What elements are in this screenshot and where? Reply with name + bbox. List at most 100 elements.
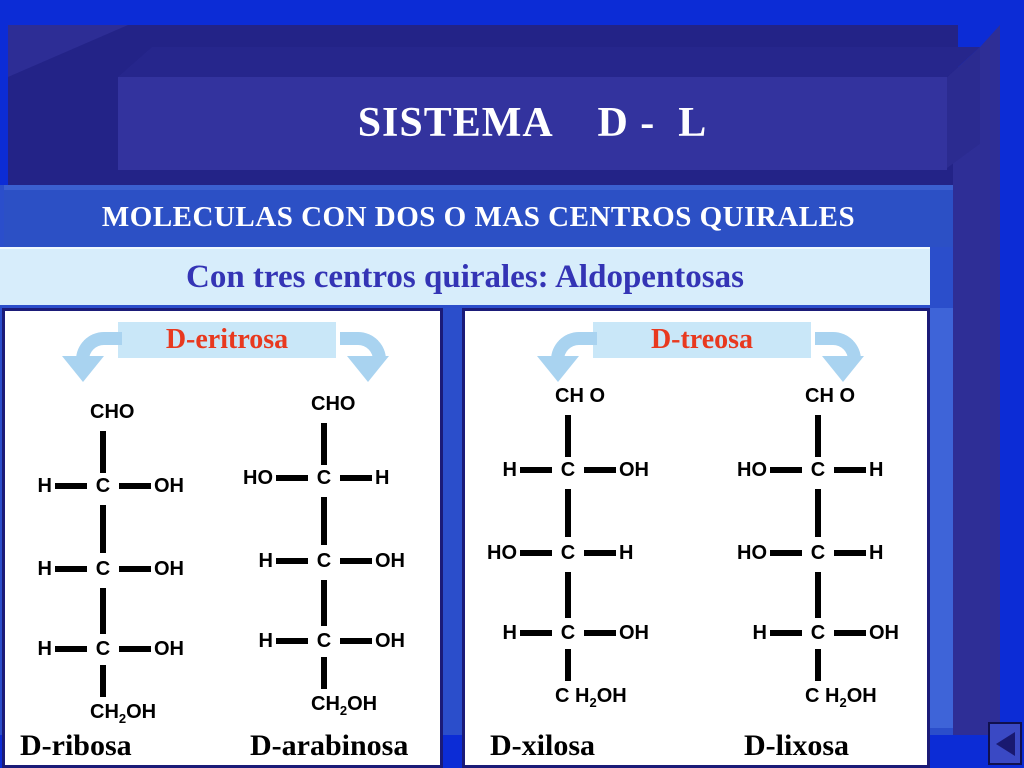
vertical-bond-icon	[565, 572, 571, 618]
formula-part: C H	[805, 685, 840, 707]
right-panel	[462, 308, 930, 768]
vertical-bond-icon	[815, 649, 821, 681]
bottom-group-label: C H2OH	[805, 685, 877, 710]
back-arrow-icon	[995, 731, 1015, 756]
panel-right-bevel	[930, 308, 953, 728]
vertical-bond-icon	[565, 415, 571, 457]
right-substituent-label: OH	[154, 474, 184, 497]
horizontal-bond-icon	[55, 566, 87, 572]
right-substituent-label: OH	[154, 637, 184, 660]
horizontal-bond-icon	[520, 630, 552, 636]
horizontal-bond-icon	[119, 483, 151, 489]
carbon-row: HO C H	[223, 466, 425, 490]
formula-subscript: 2	[118, 711, 127, 726]
carbon-row: HO C H	[717, 458, 919, 482]
left-substituent-label: H	[502, 621, 517, 644]
fischer-structure-d-lixosa: CH O HO C H HO C H H C OH C H2OH	[717, 385, 919, 715]
sugar-name-ribosa: D-ribosa	[20, 729, 132, 762]
horizontal-bond-icon	[520, 467, 552, 473]
vertical-bond-icon	[321, 657, 327, 689]
horizontal-bond-icon	[340, 638, 372, 644]
horizontal-bond-icon	[770, 630, 802, 636]
carbon-label: C	[95, 637, 111, 660]
top-group-label: CH O	[805, 385, 855, 407]
arrowhead-down-icon	[537, 356, 579, 382]
carbon-row: H C OH	[717, 621, 919, 645]
formula-part: OH	[126, 701, 157, 723]
sugar-name-xilosa: D-xilosa	[490, 729, 595, 762]
left-substituent-label: H	[37, 474, 52, 497]
right-substituent-label: OH	[154, 557, 184, 580]
carbon-label: C	[316, 466, 332, 489]
banner-eritrosa: D-eritrosa	[118, 322, 336, 358]
horizontal-bond-icon	[276, 475, 308, 481]
horizontal-bond-icon	[770, 467, 802, 473]
vertical-bond-icon	[565, 649, 571, 681]
back-button[interactable]	[988, 722, 1022, 765]
left-substituent-label: H	[37, 637, 52, 660]
vertical-bond-icon	[815, 572, 821, 618]
formula-part: CH	[90, 701, 119, 723]
carbon-label: C	[810, 621, 826, 644]
fischer-structure-d-arabinosa: CHO HO C H H C OH H C OH CH2OH	[223, 393, 425, 723]
arrowhead-down-icon	[62, 356, 104, 382]
horizontal-bond-icon	[55, 646, 87, 652]
banner-treosa: D-treosa	[593, 322, 811, 358]
horizontal-bond-icon	[276, 558, 308, 564]
horizontal-bond-icon	[834, 630, 866, 636]
carbon-label: C	[560, 458, 576, 481]
left-substituent-label: HO	[487, 541, 517, 564]
carbon-row: H C OH	[2, 637, 204, 661]
vertical-bond-icon	[100, 665, 106, 697]
carbon-label: C	[316, 549, 332, 572]
vertical-bond-icon	[100, 505, 106, 553]
left-substituent-label: H	[37, 557, 52, 580]
formula-part: C H	[555, 685, 590, 707]
carbon-row: H C OH	[223, 549, 425, 573]
formula-subscript: 2	[839, 695, 847, 710]
top-group-label: CH O	[555, 385, 605, 407]
arrowhead-down-icon	[822, 356, 864, 382]
vertical-bond-icon	[321, 580, 327, 626]
formula-subscript: 2	[339, 703, 348, 718]
sugar-name-lixosa: D-lixosa	[744, 729, 849, 762]
carbon-row: H C OH	[467, 458, 669, 482]
carbon-label: C	[316, 629, 332, 652]
formula-part: OH	[596, 685, 627, 707]
formula-subscript: 2	[589, 695, 597, 710]
vertical-bond-icon	[815, 415, 821, 457]
right-substituent-label: OH	[619, 458, 649, 481]
bottom-group-label: C H2OH	[555, 685, 627, 710]
left-substituent-label: H	[258, 549, 273, 572]
carbon-label: C	[810, 541, 826, 564]
subheading-bar: Con tres centros quirales: Aldopentosas	[0, 247, 930, 305]
horizontal-bond-icon	[584, 630, 616, 636]
horizontal-bond-icon	[276, 638, 308, 644]
horizontal-bond-icon	[584, 467, 616, 473]
carbon-label: C	[95, 557, 111, 580]
horizontal-bond-icon	[770, 550, 802, 556]
formula-part: OH	[846, 685, 877, 707]
carbon-label: C	[560, 541, 576, 564]
formula-part: OH	[347, 693, 378, 715]
carbon-label: C	[95, 474, 111, 497]
vertical-bond-icon	[815, 489, 821, 537]
vertical-bond-icon	[100, 431, 106, 473]
carbon-label: C	[560, 621, 576, 644]
right-substituent-label: OH	[619, 621, 649, 644]
page-title: SISTEMA D - L	[118, 77, 947, 170]
right-substituent-label: H	[869, 541, 884, 564]
left-substituent-label: HO	[737, 458, 767, 481]
horizontal-bond-icon	[340, 475, 372, 481]
left-panel	[2, 308, 443, 768]
sugar-name-arabinosa: D-arabinosa	[250, 729, 409, 762]
carbon-row: H C OH	[223, 629, 425, 653]
carbon-row: H C OH	[2, 474, 204, 498]
horizontal-bond-icon	[834, 550, 866, 556]
right-substituent-label: H	[619, 541, 634, 564]
left-substituent-label: H	[752, 621, 767, 644]
vertical-bond-icon	[100, 588, 106, 634]
right-substituent-label: H	[869, 458, 884, 481]
horizontal-bond-icon	[119, 566, 151, 572]
left-substituent-label: H	[502, 458, 517, 481]
